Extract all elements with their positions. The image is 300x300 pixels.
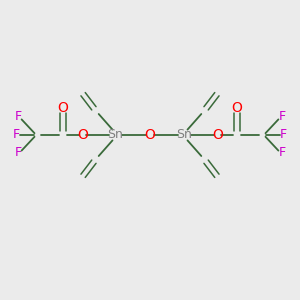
Text: O: O — [145, 128, 155, 142]
Text: O: O — [212, 128, 223, 142]
Text: O: O — [232, 101, 242, 115]
Text: F: F — [280, 128, 287, 142]
Text: F: F — [278, 110, 286, 124]
Text: Sn: Sn — [108, 128, 123, 142]
Text: Sn: Sn — [177, 128, 192, 142]
Text: F: F — [14, 110, 22, 124]
Text: O: O — [77, 128, 88, 142]
Text: F: F — [278, 146, 286, 160]
Text: O: O — [58, 101, 68, 115]
Text: F: F — [14, 146, 22, 160]
Text: F: F — [13, 128, 20, 142]
